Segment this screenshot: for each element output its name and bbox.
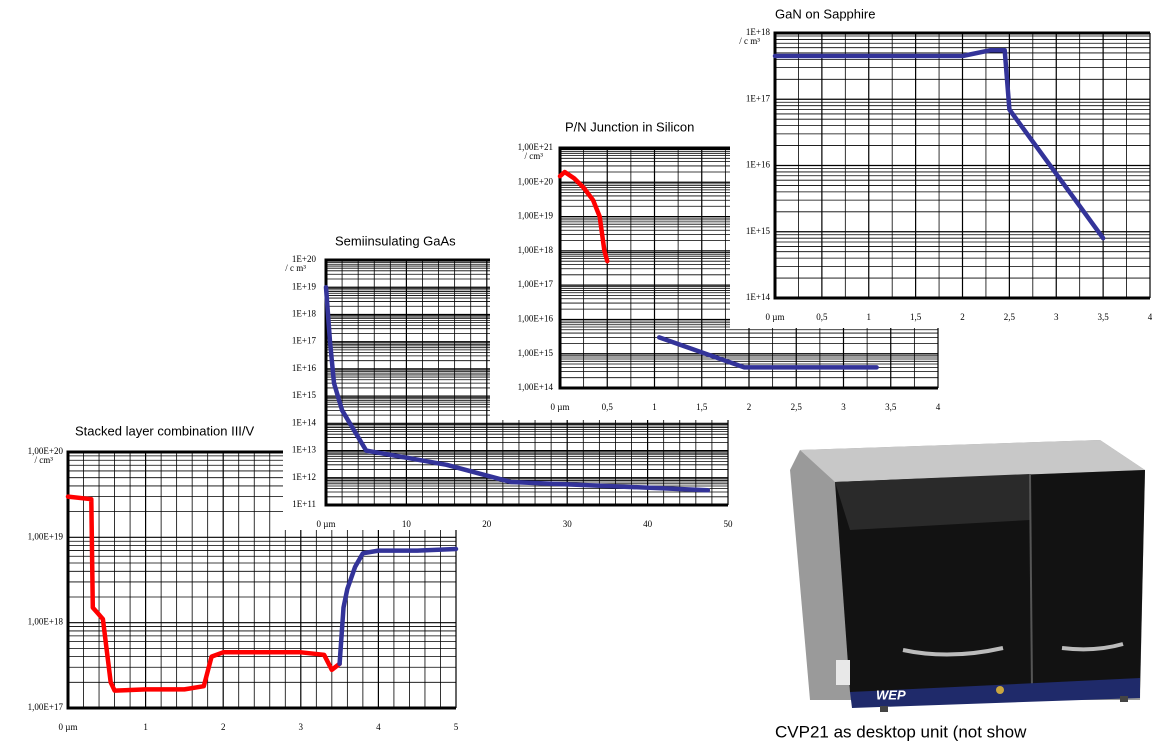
y-axis-label: / cm³ — [525, 151, 544, 161]
x-tick-label: 3 — [841, 402, 846, 412]
x-tick-label: 4 — [936, 402, 941, 412]
chart: GaN on Sapphire1E+181E+171E+161E+151E+14… — [730, 0, 1152, 328]
y-axis-label: / c m³ — [739, 36, 760, 46]
chart-title: P/N Junction in Silicon — [565, 119, 694, 134]
x-tick-label: 3 — [299, 722, 304, 732]
y-tick-label: 1E+14 — [746, 292, 771, 302]
x-tick-label: 1 — [143, 722, 148, 732]
x-tick-label: 2,5 — [791, 402, 803, 412]
x-tick-label: 30 — [563, 519, 573, 529]
y-tick-label: 1E+15 — [292, 390, 317, 400]
y-tick-label: 1E+18 — [292, 309, 317, 319]
y-tick-label: 1E+16 — [746, 160, 771, 170]
x-tick-label: 0 µm — [59, 722, 78, 732]
y-tick-label: 1E+12 — [292, 472, 316, 482]
y-axis-label: / cm³ — [35, 455, 54, 465]
x-tick-label: 0,5 — [816, 312, 828, 322]
y-tick-label: 1,00E+18 — [518, 245, 554, 255]
x-tick-label: 0 µm — [551, 402, 570, 412]
y-tick-label: 1E+17 — [292, 336, 317, 346]
x-tick-label: 2 — [221, 722, 226, 732]
device-photo: WEP — [790, 440, 1145, 742]
page: {"chart_data":[ {"type":"line","title":"… — [0, 0, 1152, 742]
x-tick-label: 4 — [1148, 312, 1152, 322]
x-tick-label: 3 — [1054, 312, 1059, 322]
chart-title: GaN on Sapphire — [775, 6, 875, 21]
x-tick-label: 20 — [482, 519, 492, 529]
y-tick-label: 1,00E+19 — [518, 211, 554, 221]
x-tick-label: 3,5 — [1098, 312, 1110, 322]
y-tick-label: 1,00E+19 — [28, 531, 64, 541]
x-tick-label: 0 µm — [766, 312, 785, 322]
x-tick-label: 10 — [402, 519, 412, 529]
x-tick-label: 2 — [747, 402, 752, 412]
y-tick-label: 1E+19 — [292, 281, 317, 291]
x-tick-label: 5 — [454, 722, 459, 732]
x-tick-label: 1 — [652, 402, 657, 412]
figure: Stacked layer combination III/V 1,00E+20 1… — [0, 0, 1152, 742]
y-tick-label: 1E+14 — [292, 417, 317, 427]
x-tick-label: 2 — [960, 312, 965, 322]
x-tick-label: 4 — [376, 722, 381, 732]
y-tick-label: 1E+11 — [292, 499, 316, 509]
photo-caption: CVP21 as desktop unit (not show — [775, 722, 1027, 741]
y-tick-label: 1,00E+17 — [518, 279, 554, 289]
chart-title: Semiinsulating GaAs — [335, 233, 456, 248]
x-tick-label: 50 — [724, 519, 734, 529]
y-tick-label: 1,00E+16 — [518, 313, 554, 323]
y-tick-label: 1,00E+14 — [518, 382, 554, 392]
y-tick-label: 1E+15 — [746, 226, 771, 236]
x-tick-label: 3,5 — [885, 402, 897, 412]
chart-title: Stacked layer combination III/V — [75, 423, 255, 438]
y-tick-label: 1,00E+20 — [518, 176, 554, 186]
y-tick-label: 1E+13 — [292, 445, 317, 455]
x-tick-label: 40 — [643, 519, 653, 529]
y-tick-label: 1,00E+15 — [518, 348, 554, 358]
x-tick-label: 0 µm — [317, 519, 336, 529]
device-logo: WEP — [876, 687, 906, 702]
x-tick-label: 2,5 — [1004, 312, 1016, 322]
x-tick-label: 1,5 — [910, 312, 922, 322]
x-tick-label: 0,5 — [602, 402, 614, 412]
y-axis-label: / c m³ — [285, 263, 306, 273]
y-tick-label: 1,00E+18 — [28, 617, 64, 627]
y-tick-label: 1E+17 — [746, 93, 771, 103]
x-tick-label: 1,5 — [696, 402, 708, 412]
y-tick-label: 1E+16 — [292, 363, 317, 373]
y-tick-label: 1,00E+17 — [28, 702, 64, 712]
x-tick-label: 1 — [867, 312, 872, 322]
